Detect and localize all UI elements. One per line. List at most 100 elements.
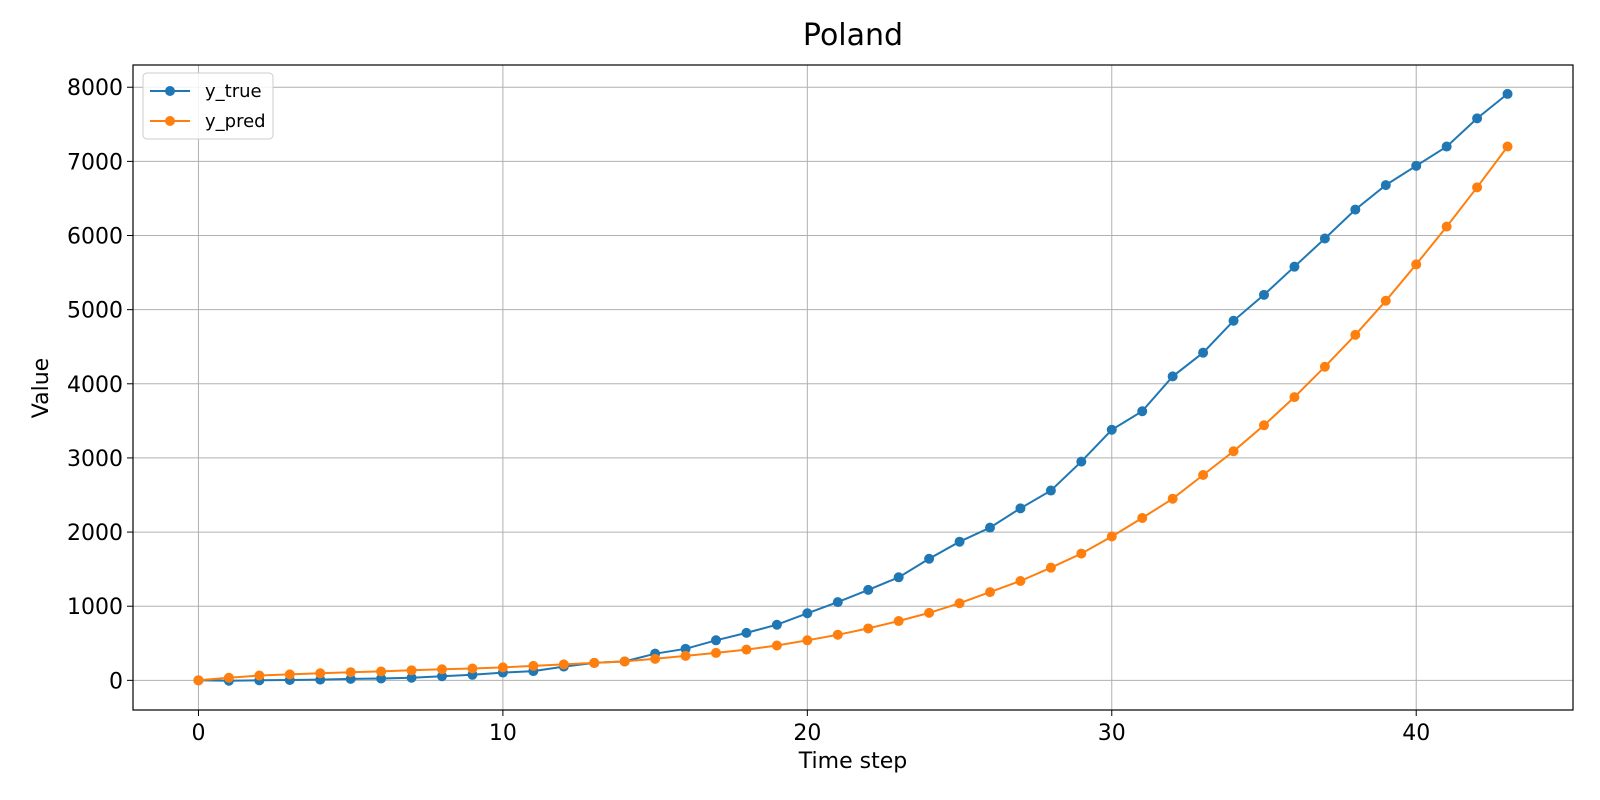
data-point (832, 597, 843, 608)
data-point (376, 673, 387, 684)
data-point (771, 619, 782, 630)
x-tick-label: 0 (191, 721, 205, 746)
x-axis-label: Time step (798, 749, 907, 774)
data-point (1258, 420, 1269, 431)
x-axis-ticks: 0 10 20 30 40 (191, 710, 1430, 746)
data-point (1441, 221, 1452, 232)
data-point (1502, 88, 1513, 99)
data-point (711, 635, 722, 646)
data-point (1137, 512, 1148, 523)
data-point (1411, 259, 1422, 270)
data-point (771, 640, 782, 651)
data-point (741, 627, 752, 638)
data-point (406, 665, 417, 676)
data-point (711, 647, 722, 658)
data-point (650, 653, 661, 664)
data-point (863, 623, 874, 634)
data-point (1380, 295, 1391, 306)
x-tick-label: 30 (1098, 721, 1126, 746)
data-point (924, 553, 935, 564)
data-point (315, 668, 326, 679)
data-point (893, 616, 904, 627)
data-point (1502, 141, 1513, 152)
data-point (376, 666, 387, 677)
y-axis-label: Value (29, 358, 54, 418)
grid-lines (133, 65, 1573, 710)
data-point (1076, 548, 1087, 559)
data-point (497, 662, 508, 673)
data-point (1198, 347, 1209, 358)
data-point (284, 669, 295, 680)
legend-label: y_true (205, 81, 262, 102)
data-point (1411, 160, 1422, 171)
data-point (832, 629, 843, 640)
y-tick-label: 6000 (67, 225, 123, 250)
data-point (619, 656, 630, 667)
data-point (1137, 406, 1148, 417)
legend-marker (165, 116, 175, 126)
series-layer (193, 88, 1513, 686)
chart-title: Poland (803, 18, 903, 53)
data-point (1167, 493, 1178, 504)
data-point (1441, 141, 1452, 152)
y-tick-label: 1000 (67, 595, 123, 620)
data-point (1106, 531, 1117, 542)
x-tick-label: 10 (489, 721, 517, 746)
y-tick-label: 5000 (67, 299, 123, 324)
y-tick-label: 3000 (67, 447, 123, 472)
data-point (1167, 371, 1178, 382)
data-point (1289, 392, 1300, 403)
data-point (528, 660, 539, 671)
legend-item: y_pred (150, 111, 266, 132)
data-point (1015, 576, 1026, 586)
series-line (198, 93, 1509, 682)
data-point (406, 672, 417, 683)
data-point (1198, 469, 1209, 480)
data-point (924, 607, 935, 618)
data-point (1350, 204, 1361, 215)
data-point (741, 644, 752, 655)
legend-label: y_pred (205, 111, 266, 132)
data-point (1380, 180, 1391, 191)
y-tick-label: 8000 (67, 76, 123, 101)
data-point (680, 650, 691, 661)
data-point (1045, 485, 1056, 496)
data-point (863, 584, 874, 595)
data-point (802, 608, 813, 619)
legend-marker (165, 86, 175, 96)
plot-frame (132, 64, 1574, 711)
data-point (1319, 361, 1330, 372)
legend-frame (142, 72, 274, 140)
y-tick-label: 4000 (67, 373, 123, 398)
data-point (558, 659, 569, 670)
data-point (893, 572, 904, 583)
data-point (1258, 289, 1269, 300)
data-point (1076, 456, 1087, 467)
data-point (1228, 315, 1239, 326)
data-point (1228, 446, 1239, 457)
data-point (345, 667, 356, 678)
data-point (680, 643, 691, 654)
data-point (437, 671, 448, 682)
y-tick-label: 2000 (67, 521, 123, 546)
data-point (1106, 424, 1117, 435)
legend: y_true y_pred (142, 72, 274, 140)
data-point (223, 672, 234, 683)
data-point (1045, 562, 1056, 573)
legend-item: y_true (150, 81, 262, 102)
data-point (589, 657, 600, 668)
data-point (437, 664, 448, 675)
data-point (954, 598, 965, 609)
data-point (1350, 329, 1361, 340)
data-point (802, 635, 813, 646)
data-point (1015, 503, 1026, 514)
x-tick-label: 40 (1402, 721, 1430, 746)
data-point (1472, 113, 1483, 124)
data-point (193, 675, 204, 686)
data-point (1319, 233, 1330, 244)
data-point (1289, 261, 1300, 272)
series-line (198, 146, 1509, 682)
data-point (954, 536, 965, 547)
data-point (984, 522, 995, 533)
